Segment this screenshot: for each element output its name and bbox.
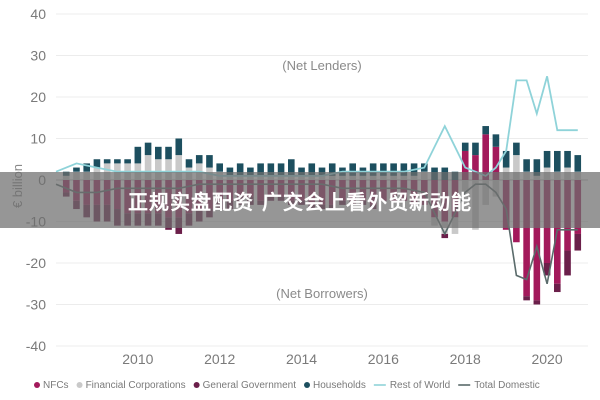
bar — [185, 159, 193, 168]
bar — [247, 167, 254, 176]
bar — [144, 142, 152, 156]
bar — [461, 142, 469, 151]
bar — [461, 150, 469, 180]
bar — [482, 134, 489, 180]
bar — [523, 180, 530, 297]
x-tick-label: 2014 — [286, 351, 317, 367]
bar — [523, 159, 530, 172]
bar — [369, 163, 377, 176]
overlay-banner: 正规实盘配资 广交会上看外贸新动能 — [0, 172, 600, 228]
bar — [523, 296, 530, 301]
bar — [574, 233, 582, 251]
legend-label: General Government — [203, 380, 297, 391]
bar — [574, 155, 582, 172]
legend-marker — [76, 382, 83, 388]
bar — [482, 126, 489, 135]
bar — [349, 163, 356, 176]
bar — [308, 163, 316, 176]
y-tick-label: -30 — [26, 297, 46, 313]
bar — [175, 155, 183, 180]
x-tick-label: 2012 — [204, 351, 235, 367]
legend-label: Total Domestic — [474, 380, 540, 391]
legend-marker — [193, 382, 200, 388]
annotation-net-lenders: (Net Lenders) — [282, 58, 361, 73]
bar — [236, 163, 244, 176]
bar — [554, 283, 561, 293]
bar — [318, 167, 326, 176]
y-tick-label: 30 — [30, 48, 46, 64]
x-tick-label: 2016 — [368, 351, 399, 367]
x-tick-labels: 2010 2012 2014 2016 2018 2020 — [122, 351, 563, 367]
bar — [543, 150, 551, 168]
bar — [165, 159, 172, 180]
x-tick-label: 2020 — [531, 351, 562, 367]
bar — [288, 159, 295, 176]
banner-text: 正规实盘配资 广交会上看外贸新动能 — [128, 189, 472, 214]
legend-label: Financial Corporations — [86, 380, 186, 391]
legend: NFCs Financial Corporations General Govern… — [34, 380, 540, 391]
x-tick-label: 2018 — [450, 351, 481, 367]
bar — [155, 146, 162, 160]
legend-marker — [304, 382, 311, 388]
bar — [380, 163, 387, 176]
bar — [564, 250, 571, 276]
bar — [277, 163, 285, 176]
y-tick-label: 10 — [30, 131, 46, 147]
y-tick-label: 20 — [30, 89, 46, 105]
bar — [114, 159, 121, 164]
y-tick-label: -20 — [26, 255, 46, 271]
bar — [390, 163, 397, 176]
bar — [124, 159, 131, 164]
x-tick-label: 2010 — [122, 351, 153, 367]
bar — [543, 263, 551, 276]
bar — [513, 155, 520, 180]
legend-label: NFCs — [43, 380, 69, 391]
bar — [73, 167, 80, 172]
bar — [533, 159, 541, 176]
bar — [226, 167, 234, 176]
bar — [134, 146, 142, 164]
bar — [472, 155, 479, 180]
bar — [533, 180, 541, 301]
bar — [441, 233, 449, 239]
bar — [155, 159, 162, 180]
bar — [267, 163, 275, 176]
bar — [400, 163, 408, 176]
bar — [513, 142, 520, 156]
bar — [216, 163, 223, 172]
bar — [93, 159, 101, 168]
bar — [298, 167, 305, 176]
series-line — [55, 76, 578, 177]
y-tick-label: 40 — [30, 6, 46, 22]
bar — [206, 155, 213, 168]
bar — [472, 142, 479, 156]
bar — [103, 159, 111, 164]
bar — [165, 146, 172, 160]
legend-marker — [34, 382, 40, 388]
bar — [144, 155, 152, 180]
bar — [83, 163, 90, 172]
y-tick-label: -40 — [26, 338, 46, 354]
bar — [328, 163, 336, 176]
bar — [103, 163, 111, 180]
bar — [195, 155, 203, 164]
bar — [492, 134, 500, 147]
legend-label: Rest of World — [390, 380, 450, 391]
legend-label: Households — [313, 380, 366, 391]
bar — [502, 150, 510, 168]
bar — [554, 150, 561, 172]
bar — [492, 146, 500, 180]
bar — [533, 300, 541, 305]
bar — [257, 163, 264, 176]
annotation-net-borrowers: (Net Borrowers) — [276, 286, 368, 301]
bar — [175, 138, 183, 156]
bar — [564, 150, 571, 168]
